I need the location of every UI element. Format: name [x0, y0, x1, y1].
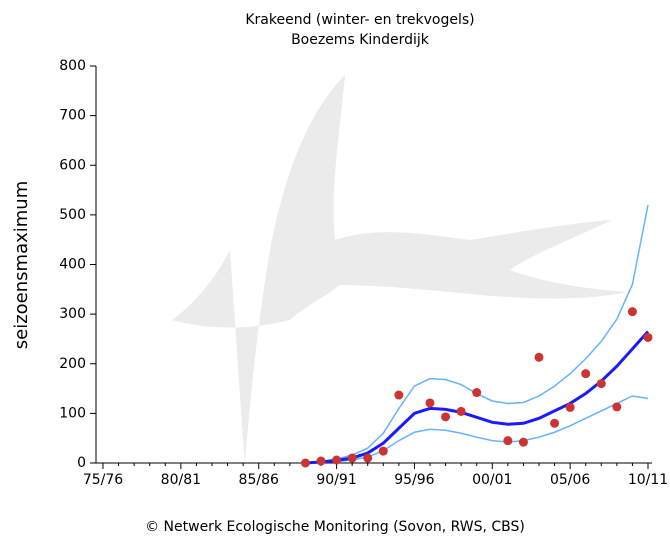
x-tick-label: 90/91	[316, 472, 356, 488]
point	[565, 402, 575, 412]
y-tick-label: 300	[59, 306, 86, 322]
point	[347, 453, 357, 463]
y-tick-label: 200	[59, 356, 86, 372]
point	[503, 436, 513, 446]
y-tick-label: 0	[77, 455, 86, 471]
y-tick-label: 800	[59, 58, 86, 74]
y-tick-label: 400	[59, 257, 86, 273]
x-tick-label: 75/76	[83, 472, 123, 488]
point	[332, 455, 342, 465]
y-tick-label: 500	[59, 207, 86, 223]
point	[643, 332, 653, 342]
point	[581, 369, 591, 379]
point	[425, 398, 435, 408]
point	[612, 402, 622, 412]
point	[394, 390, 404, 400]
point	[534, 352, 544, 362]
x-tick-label: 10/11	[628, 472, 668, 488]
line	[305, 330, 650, 465]
point	[550, 418, 560, 428]
x-tick-label: 95/96	[394, 472, 434, 488]
point	[472, 388, 482, 398]
point	[363, 453, 373, 463]
chart-subtitle: Boezems Kinderdijk	[291, 32, 430, 48]
point	[456, 406, 466, 416]
footer: © Netwerk Ecologische Monitoring (Sovon,…	[145, 519, 525, 535]
x-tick-label: 05/06	[550, 472, 590, 488]
point	[441, 412, 451, 422]
y-axis-label: seizoensmaximum	[11, 181, 32, 349]
x-tick-label: 85/86	[239, 472, 279, 488]
point	[627, 307, 637, 317]
y-tick-label: 600	[59, 157, 86, 173]
point	[596, 379, 606, 389]
x-tick-label: 80/81	[161, 472, 201, 488]
y-tick-label: 700	[59, 108, 86, 124]
y-tick-label: 100	[59, 405, 86, 421]
swallow-silhouette	[172, 75, 628, 463]
point	[378, 446, 388, 456]
point	[316, 456, 326, 466]
chart-title: Krakeend (winter- en trekvogels)	[245, 12, 474, 28]
point	[518, 437, 528, 447]
line	[305, 395, 649, 464]
x-tick-label: 00/01	[472, 472, 512, 488]
point	[300, 458, 310, 468]
